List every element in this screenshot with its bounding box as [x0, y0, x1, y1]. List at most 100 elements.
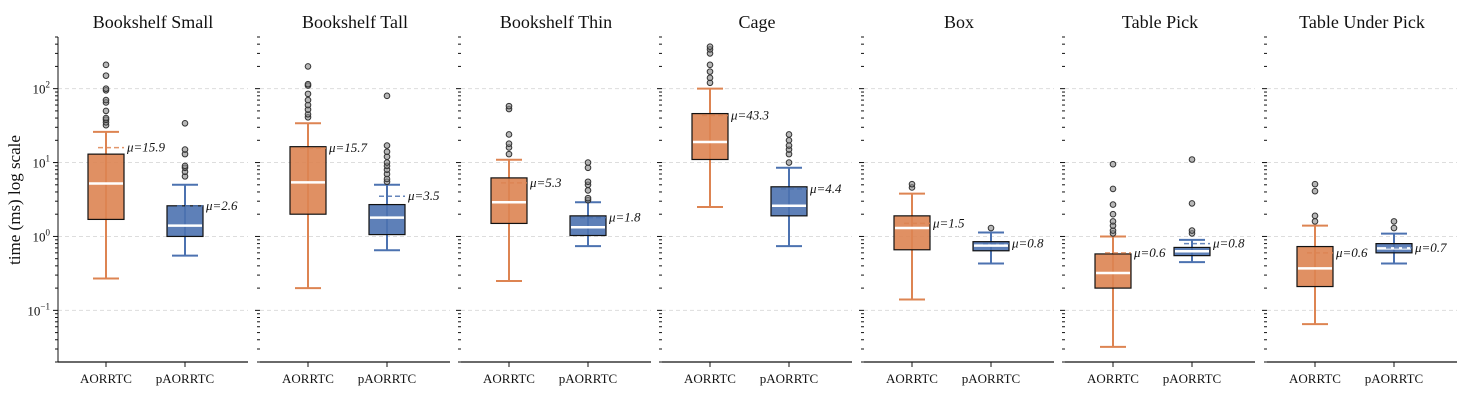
panel-title: Box [944, 12, 974, 32]
mean-label: μ=1.5 [932, 215, 965, 230]
outlier-point [383, 148, 391, 156]
panel-title: Table Under Pick [1299, 12, 1425, 32]
box-aorrtc: AORRTC μ=15.7 [282, 63, 368, 386]
box-aorrtc: AORRTC μ=1.5 [886, 180, 965, 386]
x-tick-label: pAORRTC [962, 371, 1020, 386]
iqr-box [490, 177, 528, 225]
outlier-point [102, 96, 110, 104]
x-tick-label: pAORRTC [1163, 371, 1221, 386]
panel-title: Bookshelf Tall [302, 12, 408, 32]
box-paorrtc: pAORRTC μ=4.4 [760, 131, 842, 386]
y-tick-label: 102 [33, 80, 51, 97]
outlier-point [505, 102, 513, 110]
mean-label: μ=1.8 [608, 210, 641, 225]
outlier-point [1311, 180, 1319, 188]
outlier-point [1109, 201, 1117, 208]
outlier-point [584, 187, 592, 194]
panel-title: Bookshelf Small [93, 12, 214, 32]
panel-title: Table Pick [1122, 12, 1198, 32]
x-tick-label: pAORRTC [1365, 371, 1423, 386]
outlier-point [1109, 218, 1117, 225]
iqr-box [289, 146, 327, 215]
outlier-point [1188, 200, 1196, 207]
mean-label: μ=43.3 [730, 108, 770, 123]
mean-label: μ=3.5 [407, 188, 440, 203]
outlier-point [383, 159, 391, 166]
panel-table-under-pick: Table Under Pick AORRTC μ=0.6 pAORRTC μ=0.7 [1262, 12, 1457, 386]
panel-bookshelf-tall: Bookshelf Tall AORRTC μ=15.7 pAORRTC μ=3.5 [255, 12, 450, 386]
panel-bookshelf-small: 10−1 100 101 102 Bookshelf Small AORRTC μ=15.9… [27, 12, 248, 386]
outlier-point [181, 119, 189, 127]
outlier-point [1188, 227, 1196, 234]
outlier-point [706, 74, 714, 82]
x-tick-label: AORRTC [483, 371, 535, 386]
mean-label: μ=0.8 [1212, 236, 1245, 251]
x-tick-label: AORRTC [684, 371, 736, 386]
outlier-point [505, 131, 513, 138]
mean-label: μ=0.6 [1133, 245, 1166, 260]
outlier-point [1390, 218, 1398, 225]
outlier-point [181, 162, 189, 170]
mean-label: μ=0.8 [1011, 236, 1044, 251]
outlier-point [785, 159, 793, 166]
iqr-box [1094, 253, 1132, 289]
box-paorrtc: pAORRTC μ=3.5 [358, 92, 440, 386]
y-tick-label: 10−1 [27, 301, 50, 318]
box-aorrtc: AORRTC μ=0.6 [1087, 160, 1166, 386]
outlier-point [304, 63, 312, 70]
outlier-point [584, 178, 592, 186]
panel-cage: Cage AORRTC μ=43.3 pAORRTC μ=4.4 [657, 12, 852, 386]
box-aorrtc: AORRTC μ=0.6 [1289, 180, 1368, 386]
x-tick-label: pAORRTC [559, 371, 617, 386]
outlier-point [1109, 210, 1117, 218]
box-aorrtc: AORRTC μ=5.3 [483, 102, 562, 386]
outlier-point [102, 85, 110, 92]
outlier-point [383, 92, 391, 100]
outlier-point [505, 150, 513, 158]
panel-bookshelf-thin: Bookshelf Thin AORRTC μ=5.3 pAORRTC μ=1.8 [456, 12, 651, 386]
outlier-point [505, 140, 513, 147]
box-paorrtc: pAORRTC μ=0.8 [1163, 156, 1245, 386]
outlier-point [304, 96, 312, 104]
outlier-point [706, 61, 714, 69]
outlier-point [706, 68, 714, 75]
outlier-point [1109, 185, 1117, 193]
mean-label: μ=5.3 [529, 175, 562, 190]
outlier-point [706, 43, 714, 50]
panel-title: Cage [739, 12, 776, 32]
outlier-point [908, 180, 916, 188]
outlier-point [584, 159, 592, 166]
box-aorrtc: AORRTC μ=43.3 [684, 43, 770, 386]
outlier-point [987, 224, 995, 232]
outlier-point [102, 114, 110, 122]
panel-table-pick: Table Pick AORRTC μ=0.6 pAORRTC μ=0.8 [1060, 12, 1255, 386]
iqr-box [893, 215, 931, 251]
mean-label: μ=4.4 [809, 181, 842, 196]
iqr-box [166, 205, 204, 238]
outlier-point [1390, 224, 1398, 232]
mean-label: μ=0.6 [1335, 245, 1368, 260]
outlier-point [1109, 160, 1117, 168]
mean-label: μ=2.6 [205, 198, 238, 213]
outlier-point [1311, 212, 1319, 220]
iqr-box [569, 215, 607, 237]
outlier-point [584, 194, 592, 202]
iqr-box [691, 112, 729, 161]
box-paorrtc: pAORRTC μ=0.7 [1365, 218, 1447, 386]
outlier-point [1311, 187, 1319, 195]
x-tick-label: pAORRTC [156, 371, 214, 386]
outlier-point [304, 90, 312, 98]
mean-label: μ=15.7 [328, 140, 368, 155]
outlier-point [1188, 156, 1196, 163]
mean-label: μ=15.9 [126, 140, 166, 155]
outlier-point [102, 72, 110, 79]
mean-label: μ=0.7 [1414, 240, 1447, 255]
x-tick-label: AORRTC [282, 371, 334, 386]
outlier-point [102, 107, 110, 115]
x-tick-label: pAORRTC [760, 371, 818, 386]
y-tick-label: 101 [33, 154, 51, 171]
x-tick-label: AORRTC [1289, 371, 1341, 386]
x-tick-label: pAORRTC [358, 371, 416, 386]
box-paorrtc: pAORRTC μ=0.8 [962, 224, 1044, 386]
